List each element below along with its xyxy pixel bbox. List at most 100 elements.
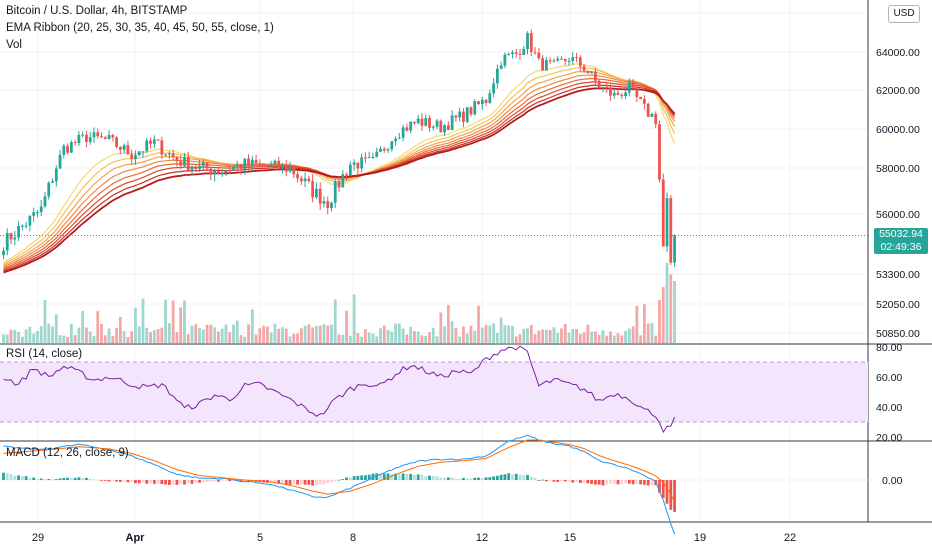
macd-hist-bar [571,480,575,483]
macd-hist-bar [650,480,654,485]
volume-bar [322,324,326,343]
volume-bar [488,325,492,343]
bar-countdown: 02:49:36 [880,241,922,253]
candle [175,156,179,167]
candle [405,123,409,132]
candle-body [164,154,168,156]
macd-hist-bar [88,478,92,480]
volume-bar [341,334,345,343]
candle [439,119,443,133]
macd-hist-bar [66,477,69,480]
candle-body [582,66,586,71]
candle [73,139,77,146]
macd-hist-bar [658,480,661,493]
macd-hist-bar [477,477,480,480]
candle [254,154,258,165]
macd-hist-bar [292,480,296,485]
macd-hist-bar [216,480,220,482]
volume-bar [235,320,239,343]
candle [228,165,232,174]
macd-hist-bar [469,478,473,480]
candle-body [322,201,326,204]
candle [386,147,390,153]
macd-hist-bar [345,477,348,480]
candle [137,151,141,157]
candle [92,127,96,144]
volume-bar [609,331,612,343]
candle-body [593,71,597,81]
candle-body [266,165,269,167]
volume-bar [650,323,654,343]
candle [473,99,477,116]
volume-bar [394,323,397,343]
macd-hist-bar [130,480,134,483]
volume-bar [375,336,379,343]
candle-body [92,132,96,138]
volume-bar [315,325,318,343]
candle [292,165,296,179]
price-tick-label: 58000.00 [876,163,920,175]
candle-body [190,167,194,171]
volume-bar [450,321,454,343]
candle [258,159,262,167]
candle-body [239,164,243,169]
candle-body [605,86,609,88]
candle [518,49,522,60]
candle-body [111,135,115,138]
volume-bar [28,326,32,343]
volume-bar [17,331,20,343]
candle [88,131,92,145]
candle-body [51,181,54,183]
candle [605,81,609,93]
volume-bar [216,331,220,343]
volume-bar [360,336,364,343]
candle-body [307,178,311,182]
volume-bar [624,330,627,343]
candle [277,156,281,171]
candle [665,192,669,253]
candle-body [416,118,420,124]
last-price-value: 55032.94 [879,228,923,240]
macd-hist-bar [511,474,514,480]
price-tick-label: 50850.00 [876,328,920,340]
macd-hist-bar [277,480,281,484]
macd-hist-bar [326,480,330,483]
macd-hist-bar [397,474,401,480]
macd-hist-bar [141,480,145,483]
candle [247,154,250,171]
macd-hist-bar [239,480,243,483]
macd-hist-bar [164,480,168,485]
candle [51,178,54,184]
macd-hist-bar [36,479,39,480]
macd-hist-bar [428,475,431,480]
currency-badge[interactable]: USD [888,5,920,23]
candle-body [364,157,367,159]
macd-hist-bar [149,480,152,484]
candle-body [458,111,462,118]
macd-hist-bar [322,480,326,485]
rsi-line [3,345,676,434]
volume-bar [529,324,533,343]
macd-hist-bar [51,479,54,481]
candle-body [281,164,284,169]
macd-hist-bar [315,480,318,486]
macd-hist-bar [284,480,288,485]
candle [597,79,601,89]
macd-hist-bar [77,477,81,480]
candle-body [360,157,364,169]
candle [303,172,307,188]
macd-hist-bar [273,480,277,483]
candle [526,31,529,55]
volume-bar [397,323,401,343]
volume-bar [194,324,198,343]
volume-bar [58,335,62,343]
volume-bar [518,334,522,343]
volume-bar [77,327,81,343]
candle [284,160,288,177]
candle-body [382,148,386,151]
candle [205,161,209,170]
candle-body [96,132,100,137]
volume-bar [85,327,88,343]
volume-bar [379,328,382,343]
macd-hist-bar [337,479,341,481]
